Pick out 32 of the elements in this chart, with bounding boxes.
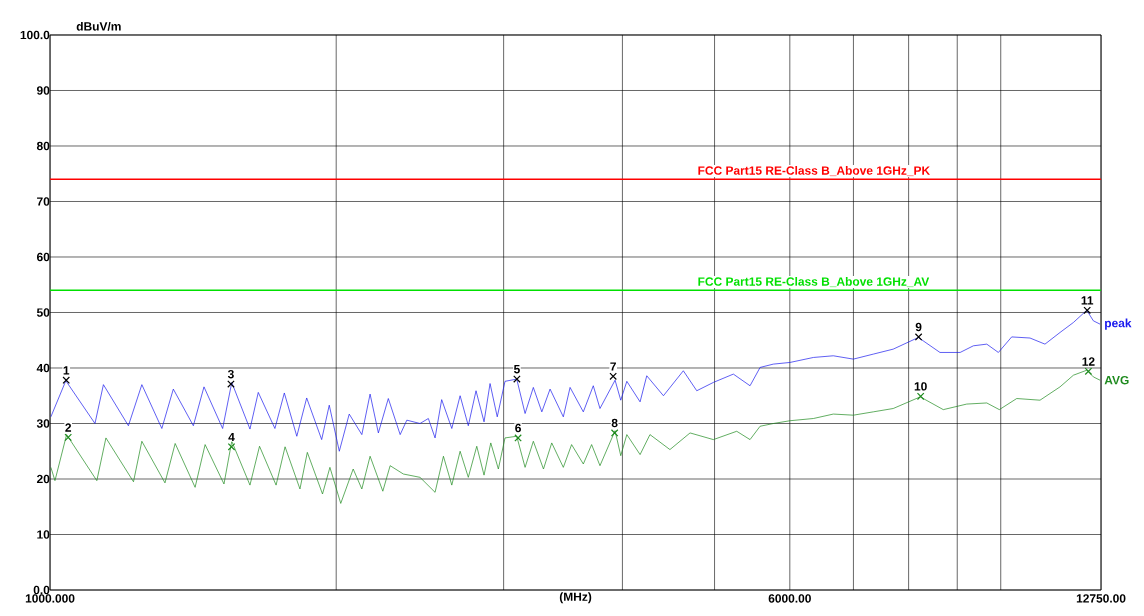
x-axis-title: (MHz) [559, 592, 592, 604]
annotation: 1 [63, 366, 70, 375]
annotation: 9 [915, 322, 922, 332]
y-tick-label: 70 [37, 197, 50, 206]
series-label: AVG [1104, 375, 1129, 385]
series-label: peak [1105, 318, 1132, 330]
annotation: 5 [513, 365, 520, 374]
annotation: 7 [610, 362, 616, 371]
y-tick-label: 40 [36, 363, 50, 373]
y-tick-label: 50 [36, 308, 50, 317]
annotation: 10 [914, 382, 927, 391]
y-tick-label: 10 [37, 530, 50, 539]
annotation: 2 [65, 423, 72, 432]
annotation: 8 [611, 418, 618, 428]
annotation: 12 [1082, 357, 1095, 366]
y-tick-label: 90 [36, 86, 50, 95]
annotation: 11 [1081, 296, 1094, 305]
x-tick-label: 1000.000 [25, 594, 75, 603]
y-tick-label: 0.0 [33, 585, 50, 595]
annotation: 6 [515, 423, 521, 433]
ref-line-label: FCC Part15 RE-Class B_Above 1GHz_PK [698, 165, 930, 177]
x-tick-label: 6000.00 [768, 594, 811, 603]
annotation: 3 [227, 369, 234, 379]
annotation: 4 [228, 432, 235, 442]
ref-line-label: FCC Part15 RE-Class B_Above 1GHz_AV [698, 276, 930, 288]
y-axis-title: dBuV/m [76, 21, 121, 31]
y-tick-label: 20 [36, 474, 50, 484]
y-tick-label: 60 [36, 252, 50, 262]
x-tick-label: 12750.00 [1076, 594, 1126, 603]
y-tick-label: 30 [36, 419, 50, 428]
y-tick-label: 100.0 [20, 30, 50, 40]
y-tick-label: 80 [36, 141, 50, 151]
